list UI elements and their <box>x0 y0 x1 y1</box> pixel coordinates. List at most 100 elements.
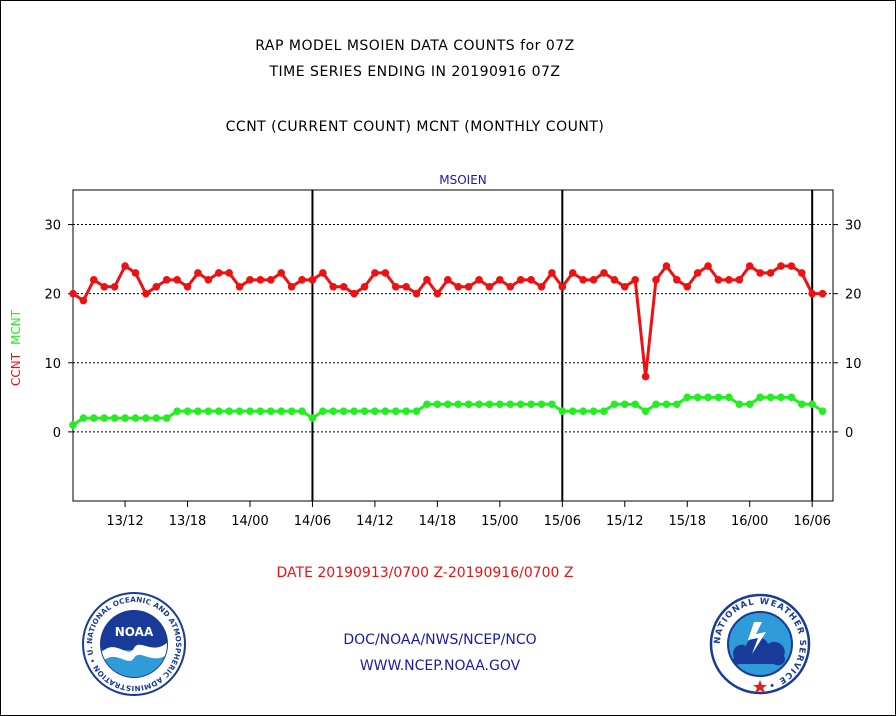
ccnt-data-point <box>568 269 577 277</box>
station-label: MSOIEN <box>439 173 487 187</box>
mcnt-data-point <box>673 400 681 409</box>
ccnt-data-point <box>496 276 504 284</box>
ccnt-data-point <box>121 262 129 270</box>
mcnt-data-point <box>475 400 483 409</box>
ccnt-data-point <box>183 282 192 291</box>
ccnt-data-point <box>797 269 806 277</box>
x-tick-label: 14/18 <box>419 514 456 529</box>
mcnt-data-point <box>110 414 119 422</box>
mcnt-data-point <box>527 400 535 409</box>
mcnt-data-point <box>371 407 379 415</box>
y-tick-label-left: 0 <box>53 426 61 441</box>
ccnt-data-point <box>558 282 567 291</box>
x-tick-label: 15/00 <box>481 514 518 529</box>
mcnt-data-point <box>360 407 369 415</box>
credit-line-1: DOC/NOAA/NWS/NCEP/NCO <box>343 632 537 648</box>
mcnt-data-point <box>693 393 702 402</box>
ccnt-data-point <box>69 289 77 298</box>
ccnt-data-point <box>225 269 233 277</box>
mcnt-data-point <box>246 407 254 415</box>
y-tick-label-right: 20 <box>845 288 862 303</box>
ccnt-data-point <box>350 289 358 298</box>
ccnt-data-point <box>787 262 796 270</box>
ccnt-data-point <box>745 262 754 270</box>
ccnt-data-point <box>391 282 400 291</box>
mcnt-data-point <box>391 407 400 415</box>
x-tick-label: 14/00 <box>231 514 268 529</box>
ccnt-data-point <box>360 282 369 291</box>
mcnt-data-point <box>558 407 567 415</box>
mcnt-data-point <box>589 407 598 415</box>
mcnt-data-point <box>600 407 608 415</box>
y-tick-label-left: 30 <box>44 219 61 234</box>
ccnt-data-point <box>673 276 681 284</box>
x-tick-label: 13/18 <box>169 514 206 529</box>
ccnt-data-point <box>339 282 348 291</box>
mcnt-data-point <box>69 421 77 429</box>
ccnt-data-point <box>433 289 442 298</box>
mcnt-data-point <box>652 400 660 409</box>
ccnt-data-point <box>516 276 525 284</box>
ccnt-data-point <box>808 289 816 298</box>
y-axis-label-mcnt: MCNT <box>9 309 23 345</box>
ccnt-data-point <box>79 296 88 305</box>
mcnt-data-point <box>152 414 161 422</box>
ccnt-data-point <box>548 269 556 277</box>
ccnt-data-point <box>777 262 785 270</box>
mcnt-data-point <box>496 400 504 409</box>
x-tick-label: 14/12 <box>356 514 393 529</box>
ccnt-data-point <box>714 276 723 284</box>
ccnt-data-point <box>818 289 827 298</box>
mcnt-data-point <box>818 407 827 415</box>
ccnt-data-point <box>443 276 452 284</box>
mcnt-data-point <box>662 400 671 409</box>
ccnt-data-point <box>267 276 275 284</box>
mcnt-data-point <box>766 393 775 402</box>
mcnt-data-point <box>173 407 181 415</box>
ccnt-data-point <box>610 276 619 284</box>
mcnt-data-point <box>704 393 712 402</box>
mcnt-data-point <box>735 400 744 409</box>
ccnt-data-point <box>173 276 181 284</box>
ccnt-data-point <box>766 269 775 277</box>
mcnt-data-point <box>308 414 317 422</box>
mcnt-data-point <box>506 400 515 409</box>
ccnt-data-point <box>579 276 587 284</box>
mcnt-data-point <box>516 400 525 409</box>
mcnt-data-point <box>485 400 494 409</box>
ccnt-data-point <box>652 276 660 284</box>
mcnt-data-point <box>641 407 650 415</box>
ccnt-data-point <box>693 269 702 277</box>
mcnt-data-point <box>319 407 327 415</box>
ccnt-data-point <box>277 269 286 277</box>
credit-line-2: WWW.NCEP.NOAA.GOV <box>359 658 521 674</box>
mcnt-data-point <box>683 393 692 402</box>
ccnt-data-point <box>485 282 494 291</box>
ccnt-data-point <box>631 276 639 284</box>
ccnt-data-point <box>329 282 338 291</box>
mcnt-data-point <box>402 407 410 415</box>
ccnt-data-point <box>246 276 254 284</box>
mcnt-data-point <box>797 400 806 409</box>
mcnt-data-point <box>79 414 88 422</box>
mcnt-data-point <box>287 407 296 415</box>
mcnt-data-point <box>194 407 202 415</box>
ccnt-data-point <box>319 269 327 277</box>
mcnt-data-point <box>568 407 577 415</box>
mcnt-data-point <box>443 400 452 409</box>
ccnt-data-point <box>204 276 213 284</box>
mcnt-data-point <box>756 393 764 402</box>
ccnt-data-point <box>298 276 306 284</box>
ccnt-data-point <box>308 276 317 284</box>
ccnt-data-point <box>662 262 671 270</box>
x-tick-label: 16/06 <box>793 514 830 529</box>
ccnt-data-point <box>683 282 692 291</box>
mcnt-data-point <box>787 393 796 402</box>
x-tick-label: 15/18 <box>669 514 706 529</box>
y-axis-label-ccnt: CCNT <box>9 352 23 386</box>
mcnt-data-point <box>745 400 754 409</box>
ccnt-data-point <box>704 262 712 270</box>
ccnt-data-point <box>402 282 410 291</box>
ccnt-data-point <box>412 289 421 298</box>
ccnt-data-point <box>537 282 546 291</box>
